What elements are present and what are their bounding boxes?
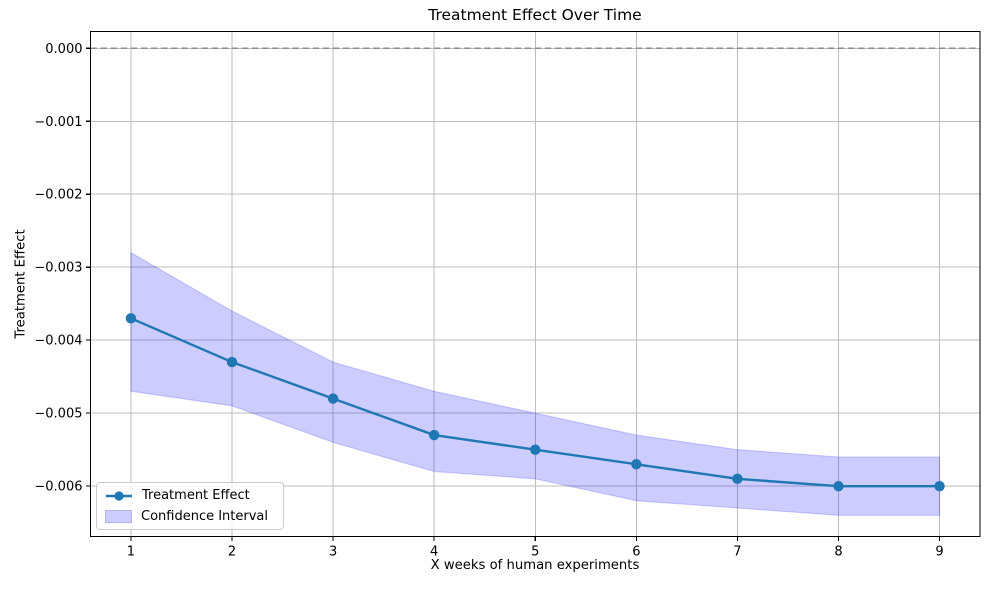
confidence-band <box>130 251 941 516</box>
data-point-marker <box>125 313 137 324</box>
x-tick-label: 7 <box>733 545 741 560</box>
y-tick-label: −0.004 <box>34 334 82 349</box>
legend: Treatment Effect Confidence Interval <box>96 482 284 530</box>
legend-item-treatment-effect: Treatment Effect <box>105 487 283 505</box>
y-tick-label: −0.005 <box>34 407 82 422</box>
data-point-marker <box>530 444 541 455</box>
x-tick-label: 9 <box>935 545 943 560</box>
x-tick-label: 3 <box>329 545 337 560</box>
legend-item-confidence-interval: Confidence Interval <box>105 508 283 526</box>
x-tick-label: 4 <box>430 545 438 560</box>
x-tick-label: 2 <box>228 545 236 560</box>
y-tick-label: −0.003 <box>34 261 82 276</box>
data-point-marker <box>732 473 743 485</box>
legend-line-swatch <box>106 490 132 501</box>
y-tick-label: 0.000 <box>45 42 82 57</box>
x-tick-label: 6 <box>632 545 640 560</box>
y-tick-label: −0.002 <box>34 188 82 203</box>
x-axis-label: X weeks of human experiments <box>430 558 640 573</box>
y-tick-label: −0.001 <box>34 115 82 130</box>
data-point-marker <box>327 393 339 404</box>
data-point-marker <box>833 480 844 492</box>
x-tick-label: 1 <box>127 545 135 560</box>
chart-title: Treatment Effect Over Time <box>428 6 642 24</box>
legend-patch-swatch <box>105 510 132 523</box>
x-tick-label: 5 <box>531 545 539 560</box>
legend-label-treatment-effect: Treatment Effect <box>142 488 250 503</box>
data-point-marker <box>226 356 238 368</box>
y-tick-label: −0.006 <box>34 480 82 495</box>
x-tick-label: 8 <box>834 545 842 560</box>
data-point-marker <box>934 480 945 492</box>
data-point-marker <box>428 429 440 441</box>
y-axis-label: Treatment Effect <box>13 229 29 339</box>
data-point-marker <box>631 459 642 470</box>
legend-label-confidence-interval: Confidence Interval <box>141 509 269 524</box>
